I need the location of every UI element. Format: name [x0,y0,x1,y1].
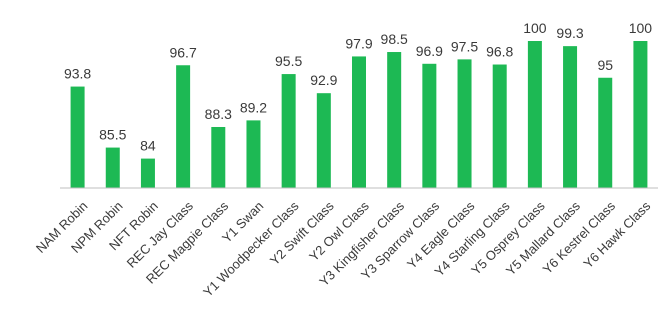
bar [457,59,472,188]
data-label: 97.5 [451,38,478,54]
bar [140,158,155,188]
data-label: 89.2 [240,99,267,115]
data-label: 96.9 [416,43,443,59]
data-label: 96.8 [486,44,513,60]
data-label: 85.5 [99,127,126,143]
data-label: 96.7 [169,44,196,60]
data-label: 88.3 [205,106,232,122]
bar [352,56,366,189]
bar [598,77,613,188]
bar [316,93,331,188]
bar [176,65,191,188]
data-label: 99.3 [556,25,583,41]
data-label: 98.5 [381,31,408,47]
bar [633,41,648,188]
bar [246,120,261,188]
bar [105,147,120,188]
data-labels-group: 93.8 85.5 84 96.7 88.3 89.2 95.5 92.9 97.9 98.5 96… [64,20,652,154]
data-label: 95 [597,57,613,73]
data-label: 97.9 [345,35,372,51]
data-label: 84 [140,138,156,154]
bar [281,74,296,188]
bar [70,86,85,188]
data-label: 95.5 [275,53,302,69]
bar [211,126,226,188]
bar [492,64,507,188]
data-label: 100 [523,20,547,36]
data-label: 100 [629,20,653,36]
bar [563,46,578,188]
data-label: 93.8 [64,66,91,82]
bars-group [70,41,648,189]
bar [422,63,437,188]
data-label: 92.9 [310,72,337,88]
bar [387,52,402,189]
bar [527,41,542,188]
